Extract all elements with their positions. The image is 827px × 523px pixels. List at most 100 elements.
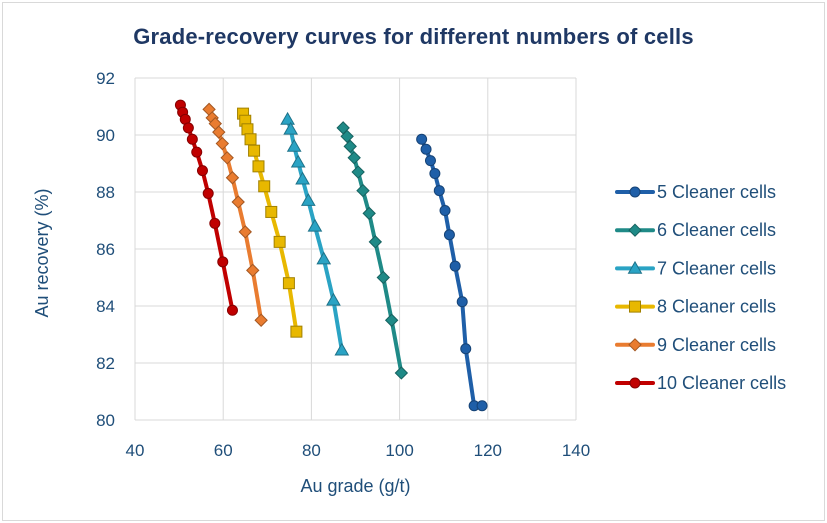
data-point [286,138,302,152]
legend-item: 10 Cleaner cells [615,373,786,393]
chart-title: Grade-recovery curves for different numb… [133,24,694,49]
data-point [424,155,436,167]
y-tick-label: 88 [96,183,115,202]
data-point [212,125,226,139]
data-point [394,366,409,380]
series-4 [237,107,303,338]
axes: 40 60 80 100 120 140 80 82 84 86 88 90 92 [96,69,590,460]
x-tick-label: 40 [126,441,145,460]
data-point [226,304,238,316]
data-point [220,151,234,165]
legend-label: 6 Cleaner cells [657,220,776,240]
data-point [182,122,194,134]
x-axis-label: Au grade (g/t) [300,476,410,496]
y-tick-label: 90 [96,126,115,145]
data-point [300,193,316,206]
y-tick-label: 84 [96,297,115,316]
x-tick-label: 120 [474,441,502,460]
legend: 5 Cleaner cells 6 Cleaner cells 7 Cleaner … [615,182,786,393]
legend-item: 8 Cleaner cells [615,297,776,317]
legend-label: 5 Cleaner cells [657,182,776,202]
data-point [248,144,261,157]
x-tick-label: 100 [385,441,413,460]
data-point [241,123,254,136]
legend-swatch-marker [629,300,641,313]
data-point [429,167,441,179]
gridlines [134,77,577,421]
legend-swatch-marker [629,186,641,198]
data-point [351,165,365,179]
data-point [280,111,295,125]
legend-item: 6 Cleaner cells [615,220,776,240]
data-point [460,343,472,355]
data-point [244,133,257,146]
data-point [356,183,370,198]
series-2 [336,121,409,380]
x-tick-label: 80 [302,441,321,460]
data-point [254,313,268,327]
data-point [252,160,265,173]
data-point [343,139,357,154]
series-layer [174,99,488,412]
data-point [196,165,208,177]
data-point [443,229,455,241]
legend-swatch-marker [629,377,641,389]
legend-label: 10 Cleaner cells [657,373,786,393]
data-point [340,129,354,144]
series-6 [174,99,238,316]
y-tick-label: 86 [96,240,115,259]
data-point [283,121,299,135]
data-point [273,235,286,248]
data-point [258,180,271,193]
data-point [238,225,252,239]
data-point [456,296,468,308]
data-point [334,342,350,356]
series-3 [280,111,350,356]
data-point [433,185,445,197]
data-point [186,133,198,145]
y-tick-label: 92 [96,69,115,88]
x-tick-label: 60 [214,441,233,460]
legend-swatch-marker [627,260,643,274]
data-point [225,171,240,185]
data-point [290,325,303,338]
data-point [217,256,229,268]
legend-label: 9 Cleaner cells [657,335,776,355]
data-point [246,263,260,278]
data-point [191,146,203,158]
data-point [282,277,295,290]
data-point [307,218,323,232]
legend-label: 8 Cleaner cells [657,297,776,317]
data-point [439,205,451,217]
data-point [362,206,376,221]
data-point [202,187,214,199]
x-tick-label: 140 [562,441,590,460]
data-point [265,205,278,218]
data-point [476,400,488,412]
data-point [449,260,461,272]
data-point [368,235,383,249]
data-point [326,292,341,306]
legend-label: 7 Cleaner cells [657,258,776,278]
legend-item: 5 Cleaner cells [615,182,776,202]
data-point [384,313,399,327]
legend-item: 7 Cleaner cells [615,258,776,278]
data-point [416,133,428,145]
data-point [316,251,332,265]
legend-swatch-marker [628,223,642,237]
series-5 [202,102,268,327]
legend-swatch-marker [628,338,642,352]
data-point [209,217,221,229]
data-point [231,195,245,209]
data-point [290,154,306,168]
data-point [295,171,310,185]
legend-item: 9 Cleaner cells [615,335,776,355]
data-point [347,151,361,165]
series-line [285,117,344,353]
series-1 [416,133,488,412]
y-tick-label: 82 [96,354,115,373]
data-point [376,270,390,285]
data-point [215,136,230,151]
